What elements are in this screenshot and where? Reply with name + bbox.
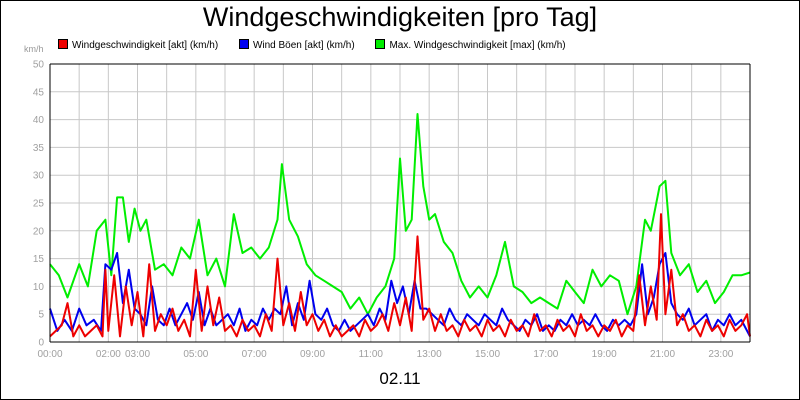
y-tick-label: 20	[33, 226, 45, 237]
y-tick-label: 40	[33, 115, 45, 126]
chart-title: Windgeschwindigkeiten [pro Tag]	[202, 2, 598, 32]
y-tick-label: 5	[38, 310, 44, 321]
x-tick-label: 11:00	[359, 349, 384, 360]
x-tick-label: 15:00	[475, 349, 500, 360]
y-tick-label: 30	[33, 171, 45, 182]
legend-label-boeen: Wind Böen [akt] (km/h)	[252, 40, 355, 51]
y-tick-label: 50	[33, 60, 45, 71]
y-tick-label: 0	[38, 338, 44, 349]
x-tick-label: 07:00	[242, 349, 267, 360]
date-label: 02.11	[379, 369, 421, 388]
legend-item-boeen: Wind Böen [akt] (km/h)	[238, 39, 355, 51]
y-tick-label: 25	[33, 199, 45, 210]
x-tick-label: 23:00	[708, 349, 733, 360]
legend-swatch-boeen	[238, 39, 249, 49]
y-tick-label: 45	[33, 87, 45, 98]
x-tick-label: 19:00	[592, 349, 617, 360]
y-tick-label: 10	[33, 282, 45, 293]
legend: Windgeschwindigkeit [akt] (km/h) Wind Bö…	[58, 39, 584, 51]
series-line-0	[49, 113, 751, 316]
series-line-2	[49, 213, 751, 338]
legend-swatch-max	[375, 39, 386, 49]
legend-item-max: Max. Windgeschwindigkeit [max] (km/h)	[375, 39, 566, 51]
x-tick-label: 09:00	[300, 349, 325, 360]
x-tick-label: 00:00	[37, 349, 62, 360]
y-tick-label: 15	[33, 254, 45, 265]
x-tick-label: 05:00	[183, 349, 208, 360]
x-tick-label: 02:00	[96, 349, 121, 360]
y-unit-label: km/h	[24, 44, 44, 54]
x-tick-label: 13:00	[417, 349, 442, 360]
y-tick-label: 35	[33, 143, 45, 154]
x-tick-label: 17:00	[533, 349, 558, 360]
legend-item-wind-akt: Windgeschwindigkeit [akt] (km/h)	[58, 39, 218, 51]
x-tick-label: 03:00	[125, 349, 150, 360]
legend-label-wind-akt: Windgeschwindigkeit [akt] (km/h)	[72, 40, 219, 51]
legend-label-max: Max. Windgeschwindigkeit [max] (km/h)	[389, 40, 566, 51]
legend-swatch-wind-akt	[58, 39, 68, 49]
x-tick-label: 21:00	[650, 349, 675, 360]
